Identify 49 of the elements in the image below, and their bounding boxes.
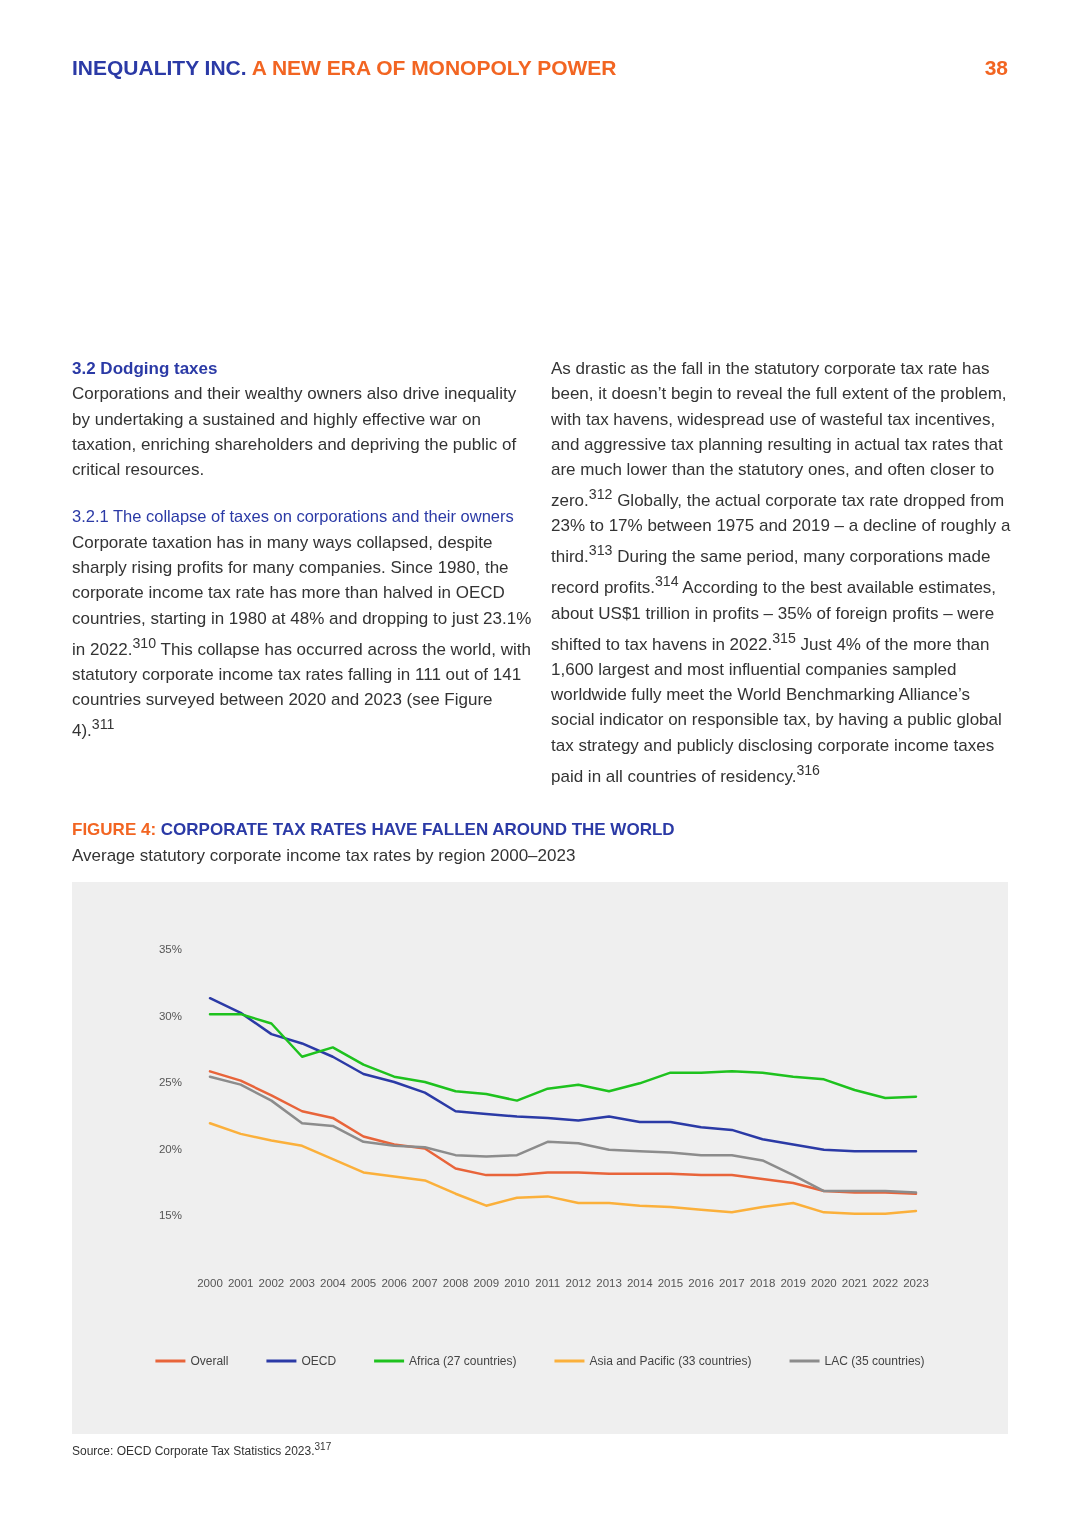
legend-label: OECD <box>301 1354 337 1368</box>
chart-title: CORPORATE TAX RATES HAVE FALLEN AROUND THE WORLD <box>160 820 675 839</box>
text: Corporations and their wealthy owners also drive inequality by undertaking a sustained and highly effective war on taxation, enriching shareholders and depriving the public of critical resources. <box>72 384 517 480</box>
caption: FIGURE 4: <box>72 820 157 839</box>
x-tick-label: 2005 <box>350 1277 377 1289</box>
x-tick-label: 2011 <box>535 1277 561 1289</box>
x-tick-label: 2022 <box>872 1277 899 1289</box>
x-tick-label: 2002 <box>258 1277 285 1289</box>
y-tick-label: 15% <box>158 1209 182 1221</box>
y-tick-label: 30% <box>158 1009 182 1022</box>
x-tick-label: 2004 <box>319 1277 347 1289</box>
line-series <box>208 1121 918 1215</box>
y-tick-label: 25% <box>158 1076 182 1088</box>
text: Corporate taxation has in many ways collapsed, despite sharply rising profits for many companies. Since 1980, the corporate income tax rate has more than halved in OECD countries, starting in 1980 at 48% and dropping to just 23.1% in 2022.$^{310}$ This collapse has occurred across the world, with statutory corporate income tax rates falling in 111 out of 141 countries surveyed between 2020 and 2023 (see Figure 4).$^{311}$ <box>72 532 532 741</box>
x-tick-label: 2021 <box>841 1277 868 1289</box>
x-tick-label: 2006 <box>381 1277 407 1289</box>
x-tick-label: 2001 <box>227 1277 254 1289</box>
legend-label: Asia and Pacific (33 countries) <box>589 1354 752 1368</box>
x-tick-label: 2009 <box>473 1277 500 1289</box>
text: 3.2.1 The collapse of taxes on corporations and their owners <box>72 507 514 526</box>
text: 38 <box>984 56 1008 79</box>
chart-subtitle: Average statutory corporate income tax rates by region 2000–2023 <box>72 846 576 865</box>
x-tick-label: 2019 <box>780 1277 807 1289</box>
x-tick-label: 2007 <box>412 1277 438 1289</box>
x-tick-label: 2013 <box>596 1277 622 1289</box>
line-series <box>208 1012 918 1102</box>
x-tick-label: 2014 <box>626 1277 654 1289</box>
x-tick-label: 2017 <box>719 1277 745 1289</box>
text: 3.2 Dodging taxes <box>72 359 218 378</box>
x-tick-label: 2018 <box>749 1277 776 1289</box>
x-tick-label: 2020 <box>811 1277 837 1289</box>
text: As drastic as the fall in the statutory corporate tax rate has been, it doesn’t begin to reveal the full extent of the problem, with tax havens, widespread use of wasteful tax incentives, and aggressive tax planning resulting in actual tax rates that are much lower than the statutory ones, and often closer to zero.$^{312}$ Globally, the actual corporate tax rate dropped from 23% to 17% between 1975 and 2019 – a decline of roughly a third.$^{313}$ During the same period, many corporations made record profits.$^{314}$ According to the best available estimates, about US$1 trillion in profits – 35% of foreign profits – were shifted to tax havens in 2022.$^{315}$ Just 4% of the more than 1,600 largest and most influential companies sampled worldwide fully meet the World Benchmarking Alliance’s social indicator on responsible tax, by having a public global tax strategy and publicly disclosing corporate income taxes paid in all countries of residency.$^{316}$ <box>551 359 1011 786</box>
text: A NEW ERA OF MONOPOLY POWER <box>251 56 617 79</box>
x-tick-label: 2000 <box>197 1277 223 1289</box>
y-tick-label: 20% <box>158 1142 182 1155</box>
x-tick-label: 2010 <box>504 1277 530 1289</box>
x-tick-label: 2015 <box>657 1277 684 1289</box>
x-tick-label: 2023 <box>903 1277 929 1289</box>
source-note: Source: OECD Corporate Tax Statistics 2023.$^{317}$ <box>72 1441 332 1458</box>
x-tick-label: 2008 <box>442 1277 469 1289</box>
x-tick-label: 2012 <box>565 1277 592 1289</box>
legend-label: Overall <box>190 1354 229 1368</box>
text: INEQUALITY INC. <box>72 56 247 79</box>
line-series <box>208 996 918 1153</box>
legend-label: LAC (35 countries) <box>824 1354 925 1368</box>
legend-label: Africa (27 countries) <box>409 1354 517 1368</box>
x-tick-label: 2003 <box>289 1277 315 1289</box>
x-tick-label: 2016 <box>688 1277 714 1289</box>
y-tick-label: 35% <box>158 943 182 955</box>
